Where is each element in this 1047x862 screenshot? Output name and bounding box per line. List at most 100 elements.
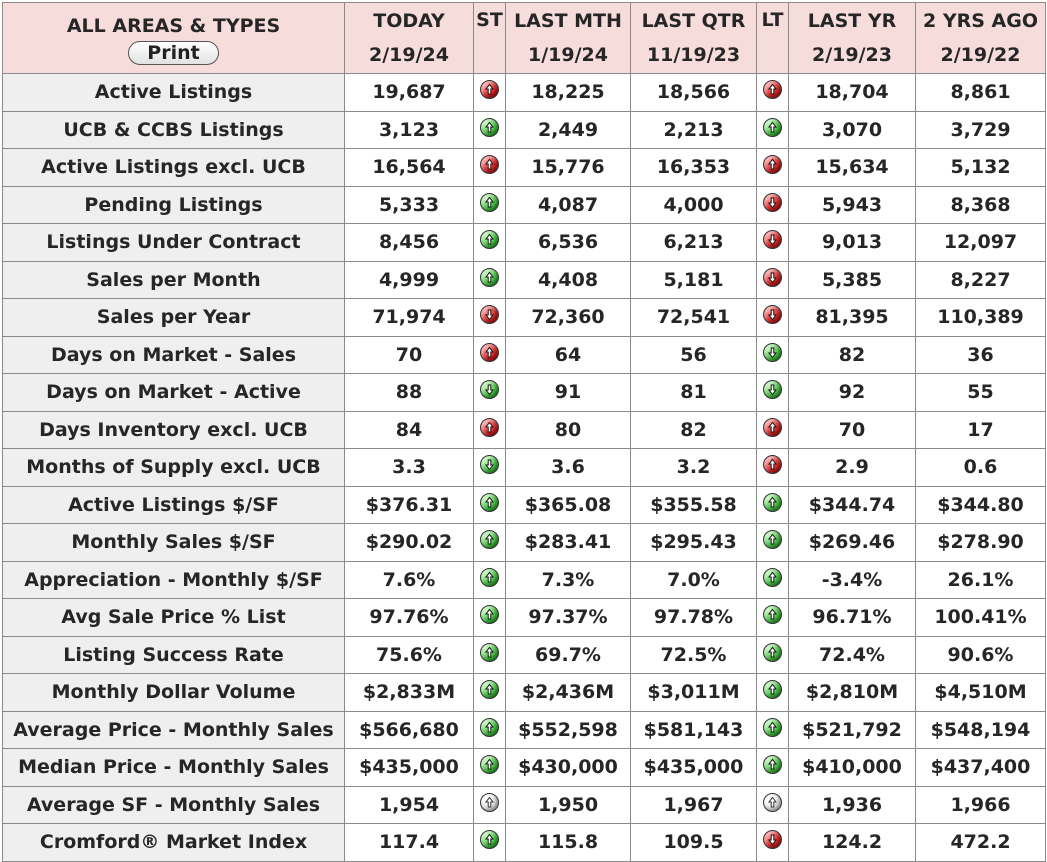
col-date: 1/19/24 (528, 44, 608, 66)
value-last-mth: 115.8 (505, 823, 631, 862)
value-today: 88 (344, 373, 474, 412)
table-row: Average SF - Monthly Sales 1,954 1,950 1,96… (2, 785, 1046, 824)
col-header-last-mth: LAST MTH 1/19/24 (505, 2, 631, 74)
value-last-qtr: 72,541 (630, 298, 757, 337)
arrow-down-icon (763, 192, 782, 212)
value-last-qtr: 81 (630, 373, 757, 412)
value-last-yr: 5,943 (788, 185, 916, 224)
col-header-2-yrs-ago: 2 YRS AGO 2/19/22 (915, 2, 1046, 74)
table-row: Appreciation - Monthly $/SF 7.6% 7.3% 7.0% -… (2, 560, 1046, 599)
value-last-yr: 1,936 (788, 785, 916, 824)
value-last-qtr: 82 (630, 410, 757, 449)
arrow-up-icon (480, 567, 499, 587)
arrow-up-icon (763, 117, 782, 137)
value-2-yrs-ago: 1,966 (915, 785, 1046, 824)
table-row: UCB & CCBS Listings 3,123 2,449 2,213 3,070 3… (2, 110, 1046, 149)
lt-indicator-cell (756, 448, 789, 487)
print-button[interactable]: Print (128, 41, 219, 65)
value-last-qtr: $295.43 (630, 523, 757, 562)
metric-label: Active Listings (2, 73, 345, 112)
arrow-up-icon (763, 717, 782, 737)
st-indicator-cell (473, 823, 506, 862)
table-row: Days on Market - Active 88 91 81 92 55 (2, 373, 1046, 412)
value-last-mth: $552,598 (505, 710, 631, 749)
arrow-down-icon (763, 342, 782, 362)
value-last-mth: 3.6 (505, 448, 631, 487)
value-last-qtr: $3,011M (630, 673, 757, 712)
value-last-qtr: 56 (630, 335, 757, 374)
table-row: Monthly Sales $/SF $290.02 $283.41 $295.43 $… (2, 523, 1046, 562)
st-indicator-cell (473, 185, 506, 224)
value-2-yrs-ago: $344.80 (915, 485, 1046, 524)
value-last-yr: 81,395 (788, 298, 916, 337)
table-row: Days Inventory excl. UCB 84 80 82 70 17 (2, 410, 1046, 449)
st-indicator-cell (473, 373, 506, 412)
lt-indicator-cell (756, 635, 789, 674)
metric-label: Listings Under Contract (2, 223, 345, 262)
arrow-up-icon (763, 530, 782, 549)
metric-label: Average SF - Monthly Sales (2, 785, 345, 824)
arrow-up-icon (480, 80, 499, 99)
table-row: Sales per Month 4,999 4,408 5,181 5,385 8,227 (2, 260, 1046, 299)
arrow-up-icon (480, 155, 499, 174)
value-last-yr: 15,634 (788, 148, 916, 187)
value-last-mth: 4,408 (505, 260, 631, 299)
arrow-down-icon (763, 305, 782, 324)
value-last-yr: 96.71% (788, 598, 916, 637)
value-today: 16,564 (344, 148, 474, 187)
st-indicator-cell (473, 523, 506, 562)
value-today: $566,680 (344, 710, 474, 749)
arrow-up-icon (763, 80, 782, 99)
value-today: 75.6% (344, 635, 474, 674)
value-2-yrs-ago: 8,368 (915, 185, 1046, 224)
lt-indicator-cell (756, 298, 789, 337)
arrow-up-icon (480, 642, 499, 662)
value-2-yrs-ago: 12,097 (915, 223, 1046, 262)
value-today: 7.6% (344, 560, 474, 599)
arrow-up-icon (480, 717, 499, 737)
value-last-mth: 6,536 (505, 223, 631, 262)
value-today: 3.3 (344, 448, 474, 487)
metric-label: Days on Market - Sales (2, 335, 345, 374)
table-row: Active Listings $/SF $376.31 $365.08 $355.5… (2, 485, 1046, 524)
value-today: 71,974 (344, 298, 474, 337)
value-2-yrs-ago: 110,389 (915, 298, 1046, 337)
col-title: 2 YRS AGO (923, 10, 1038, 32)
st-indicator-cell (473, 785, 506, 824)
st-indicator-cell (473, 598, 506, 637)
value-last-qtr: 7.0% (630, 560, 757, 599)
metric-label: UCB & CCBS Listings (2, 110, 345, 149)
table-row: Listings Under Contract 8,456 6,536 6,213 9,… (2, 223, 1046, 262)
arrow-down-icon (763, 830, 782, 849)
table-row: Active Listings excl. UCB 16,564 15,776 16,… (2, 148, 1046, 187)
value-today: 5,333 (344, 185, 474, 224)
area-label: ALL AREAS & TYPES (66, 15, 281, 37)
col-date: 2/19/23 (812, 44, 892, 66)
value-last-qtr: 6,213 (630, 223, 757, 262)
value-last-mth: 4,087 (505, 185, 631, 224)
value-today: 117.4 (344, 823, 474, 862)
value-today: 19,687 (344, 73, 474, 112)
value-2-yrs-ago: $4,510M (915, 673, 1046, 712)
value-today: 8,456 (344, 223, 474, 262)
value-2-yrs-ago: 0.6 (915, 448, 1046, 487)
value-last-yr: 18,704 (788, 73, 916, 112)
value-last-qtr: $355.58 (630, 485, 757, 524)
arrow-up-icon (763, 455, 782, 474)
arrow-up-icon (480, 530, 499, 549)
value-last-yr: 70 (788, 410, 916, 449)
value-last-qtr: 1,967 (630, 785, 757, 824)
value-last-yr: 3,070 (788, 110, 916, 149)
value-last-qtr: 5,181 (630, 260, 757, 299)
value-today: 70 (344, 335, 474, 374)
arrow-down-icon (480, 305, 499, 324)
lt-indicator-cell (756, 485, 789, 524)
value-last-mth: 69.7% (505, 635, 631, 674)
metric-label: Average Price - Monthly Sales (2, 710, 345, 749)
st-indicator-cell (473, 260, 506, 299)
arrow-up-icon (480, 230, 499, 249)
value-last-yr: $2,810M (788, 673, 916, 712)
st-indicator-cell (473, 448, 506, 487)
metric-label: Active Listings excl. UCB (2, 148, 345, 187)
